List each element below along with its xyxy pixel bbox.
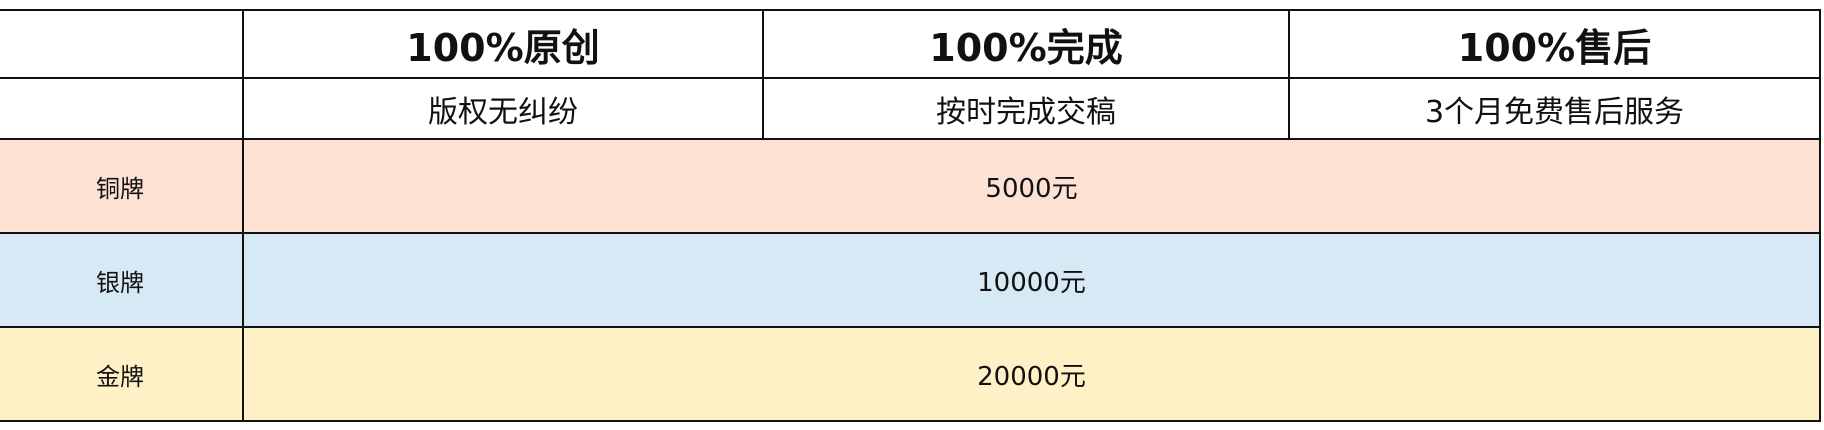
subheader-on-time: 按时完成交稿 [762,77,1290,140]
empty-corner-cell [0,9,244,79]
tier-price: 5000元 [242,138,1821,234]
tier-row-silver: 银牌 10000元 [0,232,1821,328]
tier-label: 铜牌 [0,138,244,234]
tier-price: 10000元 [242,232,1821,328]
subheader-service: 3个月免费售后服务 [1288,77,1821,140]
subheader-copyright: 版权无纠纷 [242,77,764,140]
header-row: 100%原创 100%完成 100%售后 [0,9,1821,79]
tier-row-gold: 金牌 20000元 [0,326,1821,422]
subheader-row: 版权无纠纷 按时完成交稿 3个月免费售后服务 [0,77,1821,140]
tier-label: 银牌 [0,232,244,328]
header-complete: 100%完成 [762,9,1290,79]
tier-price: 20000元 [242,326,1821,422]
tier-row-bronze: 铜牌 5000元 [0,138,1821,234]
header-after-sales: 100%售后 [1288,9,1821,79]
pricing-table: 100%原创 100%完成 100%售后 版权无纠纷 按时完成交稿 3个月免费售… [0,9,1821,422]
tier-label: 金牌 [0,326,244,422]
header-original: 100%原创 [242,9,764,79]
empty-corner-cell [0,77,244,140]
